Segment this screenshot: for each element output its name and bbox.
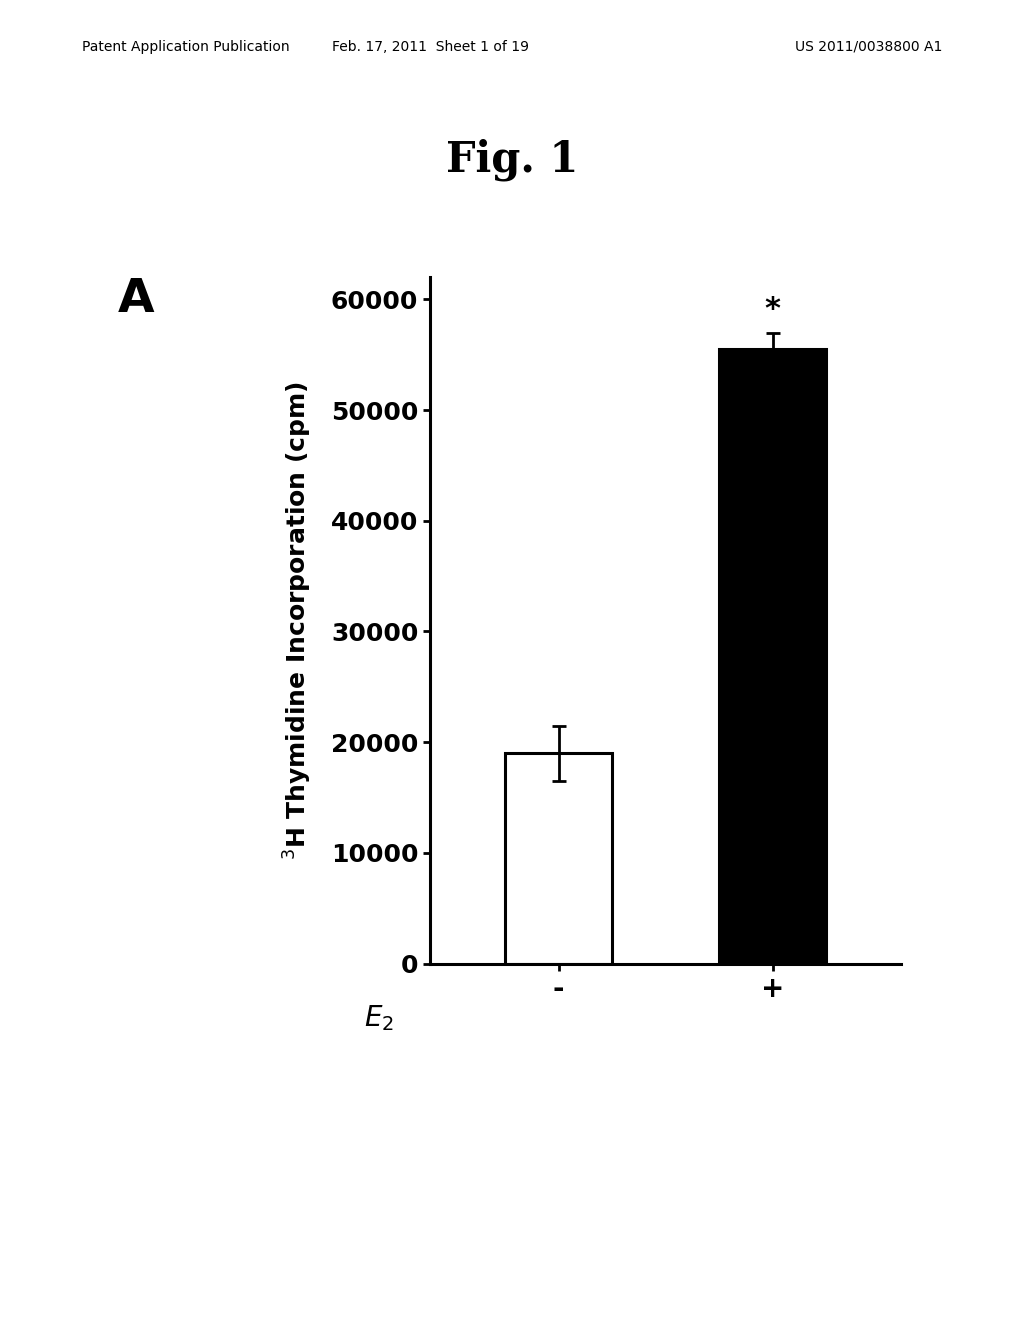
Bar [505, 754, 612, 964]
Text: Fig. 1: Fig. 1 [445, 139, 579, 181]
Text: A: A [118, 277, 155, 322]
Text: Feb. 17, 2011  Sheet 1 of 19: Feb. 17, 2011 Sheet 1 of 19 [332, 40, 528, 54]
Text: *: * [765, 294, 780, 323]
Text: Patent Application Publication: Patent Application Publication [82, 40, 290, 54]
Text: $E_2$: $E_2$ [364, 1003, 393, 1034]
Y-axis label: $^{3}$H Thymidine Incorporation (cpm): $^{3}$H Thymidine Incorporation (cpm) [282, 381, 314, 859]
Bar [719, 350, 826, 964]
Text: US 2011/0038800 A1: US 2011/0038800 A1 [795, 40, 942, 54]
